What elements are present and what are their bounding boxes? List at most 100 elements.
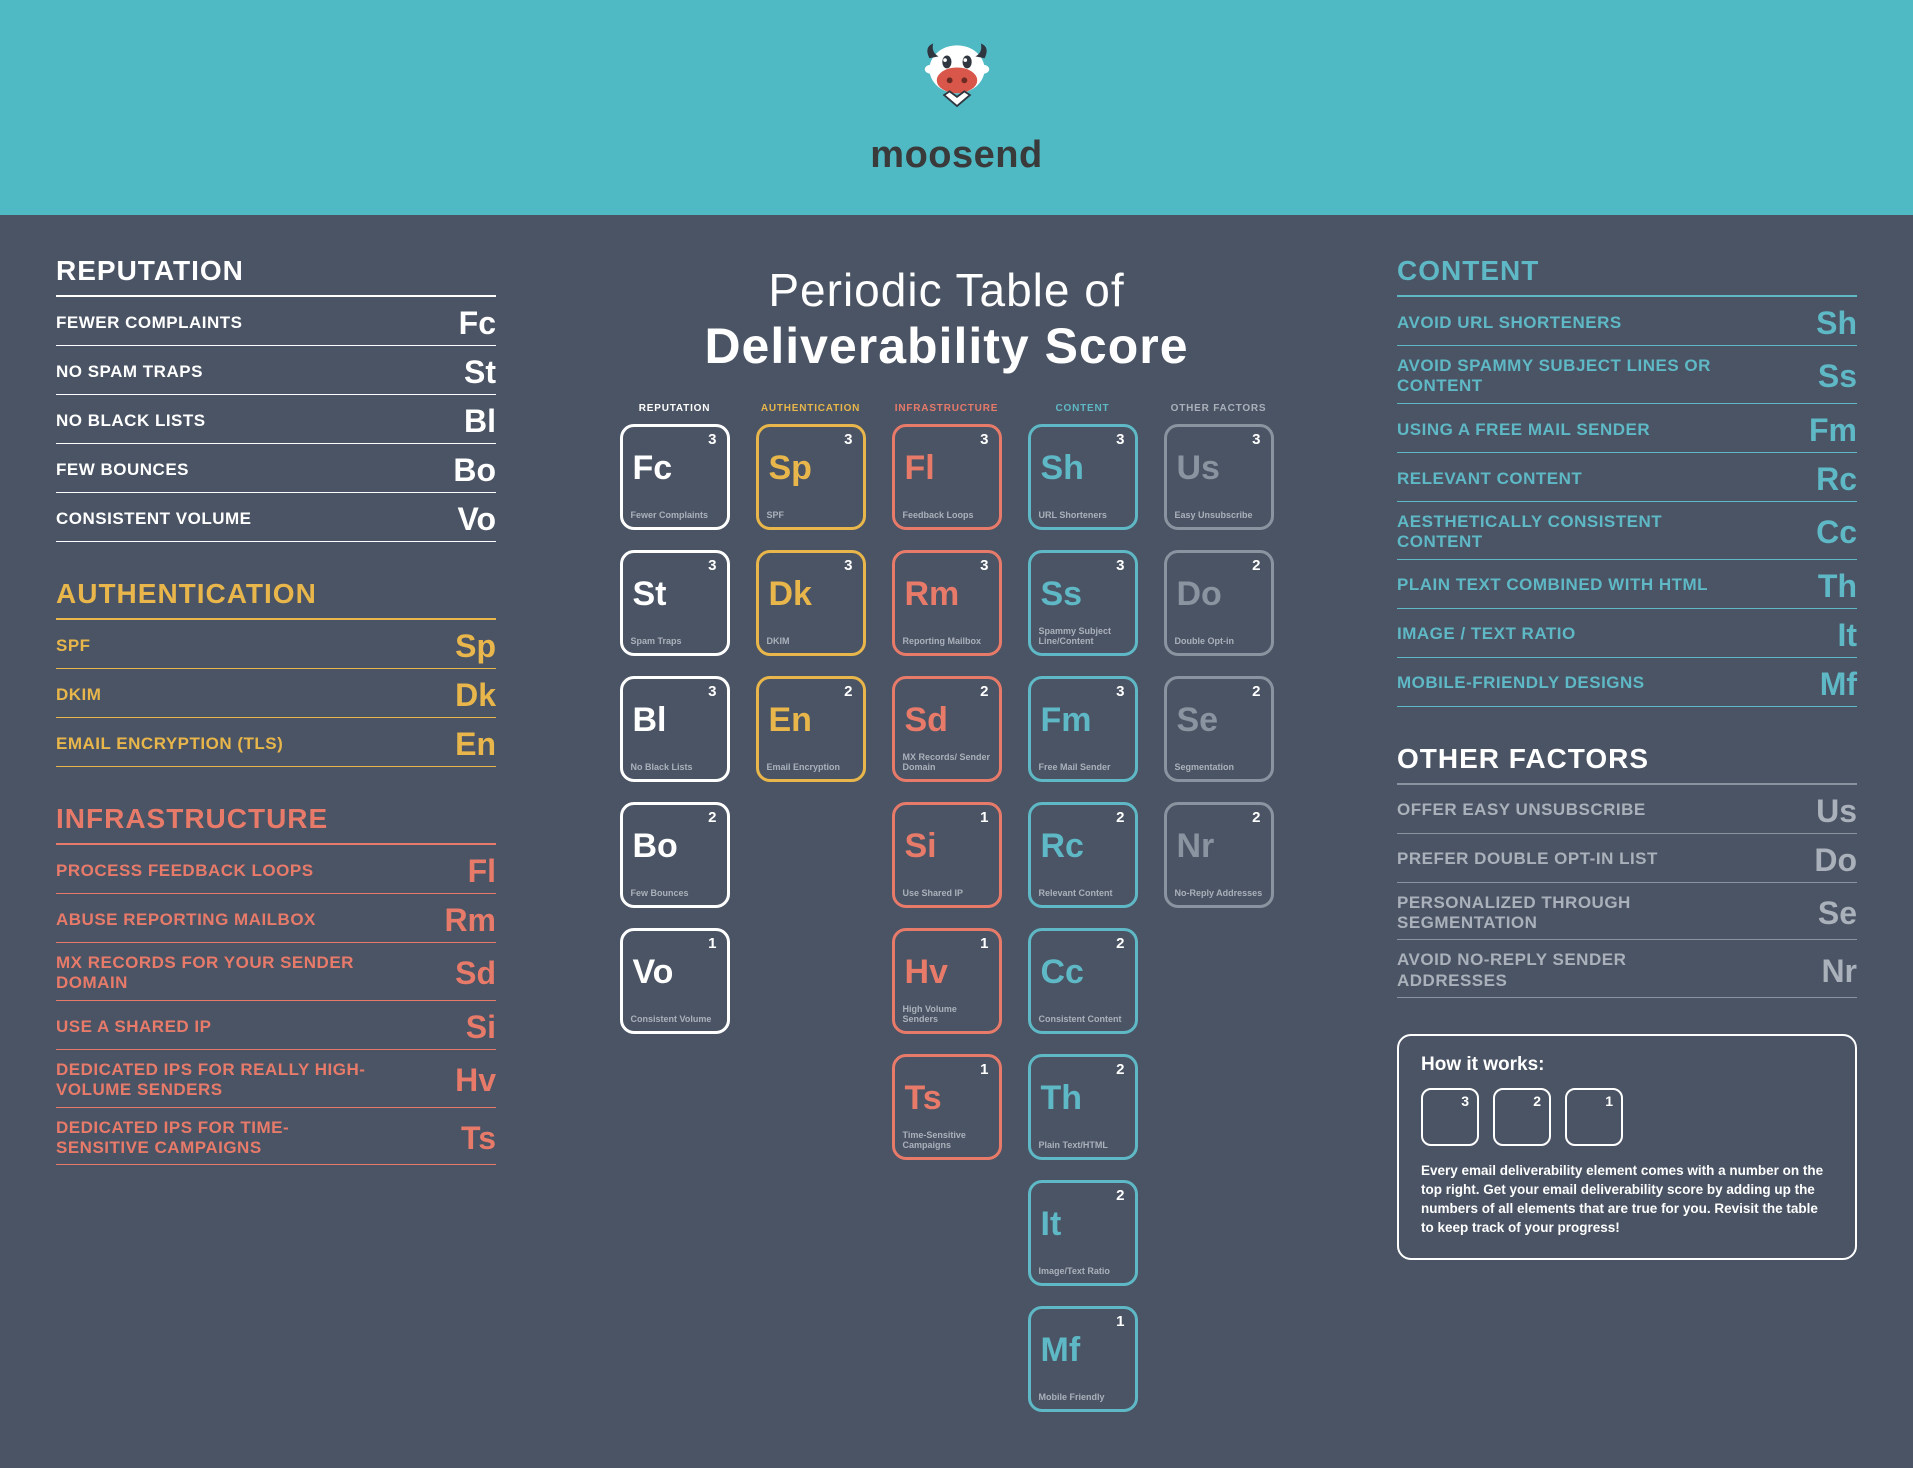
item-symbol: Th [1818, 570, 1857, 602]
section-title: CONTENT [1397, 255, 1857, 297]
cell-number: 2 [980, 683, 988, 700]
cell-desc: Few Bounces [629, 889, 721, 901]
main-content: REPUTATION FEWER COMPLAINTSFc NO SPAM TR… [0, 215, 1913, 1468]
cell-number: 3 [1116, 431, 1124, 448]
item-symbol: Cc [1816, 516, 1857, 548]
cell-number: 1 [1116, 1313, 1124, 1330]
cell-desc: Relevant Content [1037, 889, 1129, 901]
cell-symbol: It [1041, 1207, 1129, 1241]
element-cell: 3SpSPF [756, 424, 866, 530]
page-title: Periodic Table of Deliverability Score [704, 263, 1188, 375]
item-symbol: Ss [1818, 360, 1857, 392]
item-label: PERSONALIZED THROUGH SEGMENTATION [1397, 893, 1717, 934]
cell-symbol: En [769, 703, 857, 737]
cell-number: 1 [980, 1061, 988, 1078]
cell-number: 2 [1252, 557, 1260, 574]
element-cell: 3DkDKIM [756, 550, 866, 656]
element-cell: 1VoConsistent Volume [620, 928, 730, 1034]
list-item: FEWER COMPLAINTSFc [56, 297, 496, 346]
element-cell: 1SiUse Shared IP [892, 802, 1002, 908]
cell-symbol: St [633, 577, 721, 611]
cell-desc: Consistent Volume [629, 1015, 721, 1027]
cell-number: 2 [1116, 1061, 1124, 1078]
cell-symbol: Sp [769, 451, 857, 485]
element-cell: 2 En Email Encryption [756, 676, 866, 782]
list-item: MX RECORDS FOR YOUR SENDER DOMAINSd [56, 943, 496, 1001]
element-cell: 3SsSpammy Subject Line/Content [1028, 550, 1138, 656]
col-head-content: CONTENT [1028, 403, 1138, 414]
cell-number: 1 [980, 809, 988, 826]
periodic-table: 3FcFewer Complaints 3StSpam Traps 3BlNo … [620, 424, 1274, 1412]
cell-desc: Spammy Subject Line/Content [1037, 627, 1129, 649]
cell-symbol: Sh [1041, 451, 1129, 485]
item-label: PLAIN TEXT COMBINED WITH HTML [1397, 575, 1708, 595]
item-label: MX RECORDS FOR YOUR SENDER DOMAIN [56, 953, 376, 994]
item-symbol: It [1837, 619, 1857, 651]
cell-desc: Fewer Complaints [629, 511, 721, 523]
list-item: USING A FREE MAIL SENDERFm [1397, 404, 1857, 453]
cell-number: 3 [708, 683, 716, 700]
cell-number: 3 [980, 557, 988, 574]
cell-symbol: Bl [633, 703, 721, 737]
cell-desc: Plain Text/HTML [1037, 1141, 1129, 1153]
cell-desc: SPF [765, 511, 857, 523]
element-cell: 3BlNo Black Lists [620, 676, 730, 782]
item-symbol: Se [1818, 897, 1857, 929]
col-head-infrastructure: INFRASTRUCTURE [892, 403, 1002, 414]
section-authentication: AUTHENTICATION SPFSp DKIMDk EMAIL ENCRYP… [56, 578, 496, 767]
element-cell: 3RmReporting Mailbox [892, 550, 1002, 656]
element-cell: 2NrNo-Reply Addresses [1164, 802, 1274, 908]
item-label: AVOID SPAMMY SUBJECT LINES OR CONTENT [1397, 356, 1717, 397]
col-head-reputation: REPUTATION [620, 403, 730, 414]
cell-desc: Feedback Loops [901, 511, 993, 523]
item-label: AESTHETICALLY CONSISTENT CONTENT [1397, 512, 1717, 553]
item-label: EMAIL ENCRYPTION (TLS) [56, 734, 283, 754]
cell-symbol: Hv [905, 955, 993, 989]
cell-desc: Use Shared IP [901, 889, 993, 901]
cell-number: 2 [844, 683, 852, 700]
cell-desc: Free Mail Sender [1037, 763, 1129, 775]
item-label: USING A FREE MAIL SENDER [1397, 420, 1650, 440]
col-head-other: OTHER FACTORS [1164, 403, 1274, 414]
sample-number: 2 [1533, 1093, 1541, 1109]
list-item: PROCESS FEEDBACK LOOPSFl [56, 845, 496, 894]
list-item: NO SPAM TRAPSSt [56, 346, 496, 395]
item-symbol: Bo [453, 454, 496, 486]
list-item: PERSONALIZED THROUGH SEGMENTATION Se [1397, 883, 1857, 941]
item-symbol: En [455, 728, 496, 760]
list-item: FEW BOUNCES Bo [56, 444, 496, 493]
ptable-col-authentication: 3SpSPF 3DkDKIM 2EnEmail Encryption [756, 424, 866, 1412]
center-column: Periodic Table of Deliverability Score R… [540, 255, 1353, 1412]
cell-number: 1 [708, 935, 716, 952]
item-label: FEW BOUNCES [56, 460, 189, 480]
list-item: USE A SHARED IPSi [56, 1001, 496, 1050]
col-head-authentication: AUTHENTICATION [756, 403, 866, 414]
element-cell: 3FlFeedback Loops [892, 424, 1002, 530]
cell-desc: Time-Sensitive Campaigns [901, 1131, 993, 1153]
list-item: EMAIL ENCRYPTION (TLS) En [56, 718, 496, 767]
list-item: OFFER EASY UNSUBSCRIBEUs [1397, 785, 1857, 834]
list-item: PLAIN TEXT COMBINED WITH HTML Th [1397, 560, 1857, 609]
cell-desc: High Volume Senders [901, 1005, 993, 1027]
list-item: AVOID SPAMMY SUBJECT LINES OR CONTENT Ss [1397, 346, 1857, 404]
item-symbol: St [464, 356, 496, 388]
item-symbol: Rc [1816, 463, 1857, 495]
list-item: AVOID URL SHORTENERSSh [1397, 297, 1857, 346]
item-symbol: Nr [1821, 955, 1857, 987]
cell-number: 3 [708, 557, 716, 574]
cell-desc: Email Encryption [765, 763, 857, 775]
list-item: DKIMDk [56, 669, 496, 718]
cell-desc: Consistent Content [1037, 1015, 1129, 1027]
element-cell: 2SdMX Records/ Sender Domain [892, 676, 1002, 782]
section-reputation: REPUTATION FEWER COMPLAINTSFc NO SPAM TR… [56, 255, 496, 542]
element-cell: 3 Sh URL Shorteners [1028, 424, 1138, 530]
cell-number: 3 [1252, 431, 1260, 448]
list-item: CONSISTENT VOLUMEVo [56, 493, 496, 542]
cell-desc: URL Shorteners [1037, 511, 1129, 523]
how-text: Every email deliverability element comes… [1421, 1162, 1833, 1238]
section-title: OTHER FACTORS [1397, 743, 1857, 785]
item-label: RELEVANT CONTENT [1397, 469, 1582, 489]
cell-desc: Mobile Friendly [1037, 1393, 1129, 1405]
list-item: DEDICATED IPS FOR TIME-SENSITIVE CAMPAIG… [56, 1108, 496, 1166]
item-label: ABUSE REPORTING MAILBOX [56, 910, 316, 930]
